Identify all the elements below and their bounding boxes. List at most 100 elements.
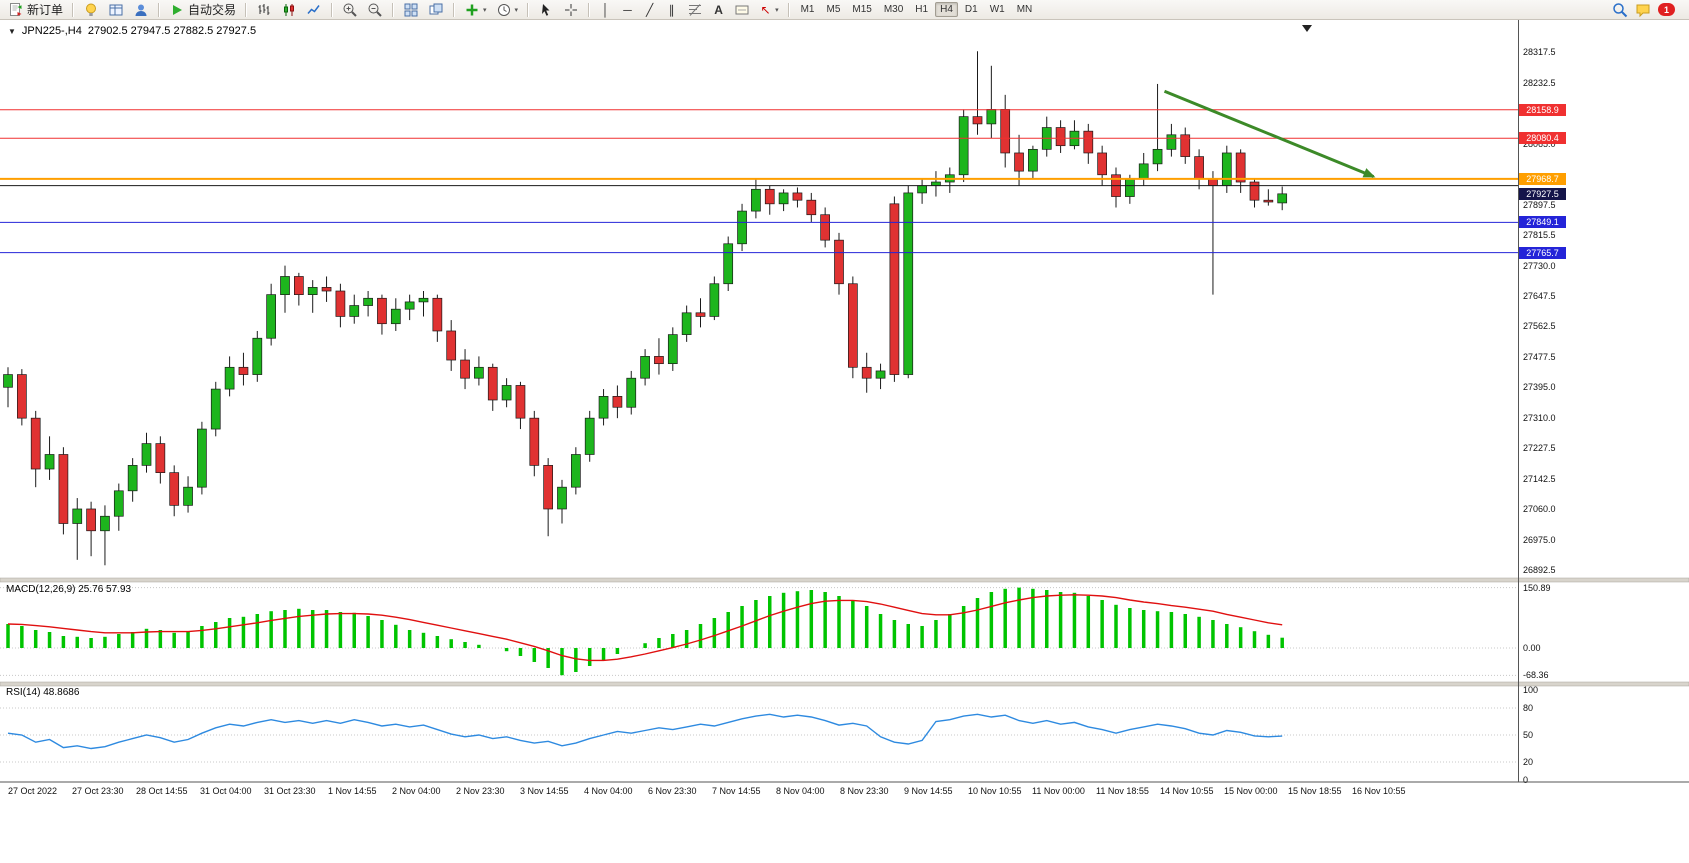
candle bbox=[584, 417, 595, 455]
channel-tool[interactable]: ∥ bbox=[661, 0, 682, 19]
candle bbox=[834, 239, 844, 285]
time-axis-label: 14 Nov 10:55 bbox=[1160, 786, 1214, 796]
cascade-windows-button[interactable] bbox=[424, 0, 448, 19]
candle bbox=[917, 185, 927, 194]
time-axis-label: 4 Nov 04:00 bbox=[584, 786, 633, 796]
candle bbox=[390, 308, 401, 325]
vertical-line-tool[interactable]: │ bbox=[595, 0, 616, 19]
price-axis-label: 28232.5 bbox=[1523, 78, 1556, 89]
time-axis-label: 31 Oct 04:00 bbox=[200, 786, 252, 796]
fibonacci-tool[interactable] bbox=[683, 0, 707, 19]
candle bbox=[1221, 152, 1232, 187]
price-axis-label: 26892.5 bbox=[1523, 564, 1556, 575]
notification-badge[interactable]: 1 bbox=[1658, 3, 1675, 16]
price-axis-label: 27477.5 bbox=[1523, 352, 1556, 363]
rsi-line bbox=[7, 713, 1283, 750]
candle bbox=[1152, 148, 1163, 165]
auto-trading-button[interactable]: 自动交易 bbox=[165, 0, 240, 19]
macd-histogram bbox=[6, 587, 1284, 676]
data-window-icon bbox=[109, 4, 123, 15]
crosshair-icon bbox=[565, 3, 578, 16]
candle bbox=[889, 203, 900, 375]
cursor-button[interactable] bbox=[534, 0, 558, 19]
timeframe-m5[interactable]: M5 bbox=[826, 4, 841, 15]
macd-indicator-name: MACD(12,26,9) bbox=[6, 584, 76, 595]
fibonacci-icon bbox=[689, 3, 702, 16]
timeframe-m15[interactable]: M15 bbox=[852, 4, 872, 15]
time-axis-label: 6 Nov 23:30 bbox=[648, 786, 697, 796]
pane-divider[interactable] bbox=[0, 681, 1689, 687]
symbol-dropdown-icon[interactable]: ▼ bbox=[8, 26, 16, 36]
trendline-tool[interactable]: ╱ bbox=[639, 0, 660, 19]
market-watch-button[interactable] bbox=[79, 0, 103, 19]
horizontal-line-tool[interactable]: ─ bbox=[617, 0, 638, 19]
text-icon: A bbox=[714, 2, 723, 17]
bar-chart-button[interactable] bbox=[252, 0, 276, 19]
search-icon[interactable] bbox=[1612, 2, 1628, 18]
candles bbox=[3, 51, 1288, 566]
time-axis-label: 1 Nov 14:55 bbox=[328, 786, 377, 796]
tile-windows-button[interactable] bbox=[399, 0, 423, 19]
toolbar-separator bbox=[787, 2, 790, 17]
candle bbox=[986, 109, 997, 125]
candle bbox=[847, 283, 858, 368]
price-axis-label: 26975.0 bbox=[1523, 534, 1556, 545]
new-order-button[interactable]: 新订单 bbox=[4, 0, 67, 19]
price-line-badge: 27765.7 bbox=[1519, 246, 1566, 259]
chart-canvas[interactable] bbox=[0, 20, 1689, 863]
candlestick-chart-button[interactable] bbox=[277, 0, 301, 19]
price-line-badge: 27968.7 bbox=[1519, 172, 1566, 185]
price-axis-label: 27897.5 bbox=[1523, 199, 1556, 210]
timeframe-m1[interactable]: M1 bbox=[800, 4, 815, 15]
candle bbox=[58, 454, 69, 524]
periods-button[interactable]: ▾ bbox=[492, 0, 523, 19]
toolbar-right-group: 1 bbox=[1612, 2, 1685, 18]
timeframe-m30[interactable]: M30 bbox=[883, 4, 904, 15]
candle bbox=[17, 374, 27, 419]
candle bbox=[169, 472, 180, 506]
candle bbox=[335, 290, 346, 317]
crosshair-button[interactable] bbox=[559, 0, 583, 19]
candle bbox=[1277, 193, 1288, 204]
macd-indicator-values: 25.76 57.93 bbox=[78, 584, 132, 595]
timeframe-h1[interactable]: H1 bbox=[915, 4, 929, 15]
zoom-in-button[interactable] bbox=[338, 0, 362, 19]
price-line-badge: 27849.1 bbox=[1519, 216, 1566, 229]
zoom-out-button[interactable] bbox=[363, 0, 387, 19]
new-order-icon bbox=[10, 2, 22, 16]
candle bbox=[1028, 148, 1038, 172]
candle bbox=[100, 515, 110, 532]
candle bbox=[764, 188, 775, 205]
candle bbox=[1014, 152, 1024, 172]
time-axis-label: 15 Nov 00:00 bbox=[1224, 786, 1278, 796]
data-window-button[interactable] bbox=[104, 0, 128, 19]
time-axis-label: 10 Nov 10:55 bbox=[968, 786, 1022, 796]
navigator-button[interactable] bbox=[129, 0, 153, 19]
chat-bubble-icon[interactable] bbox=[1635, 2, 1651, 18]
toolbar-separator bbox=[392, 2, 395, 17]
toolbar-separator bbox=[72, 2, 75, 17]
text-tool[interactable]: A bbox=[708, 0, 729, 19]
time-axis-label: 2 Nov 23:30 bbox=[456, 786, 505, 796]
timeframe-h4[interactable]: H4 bbox=[935, 2, 958, 17]
zoom-in-icon bbox=[343, 3, 357, 17]
indicators-button[interactable]: ▾ bbox=[460, 0, 491, 19]
vertical-line-icon: │ bbox=[601, 2, 610, 17]
timeframe-mn[interactable]: MN bbox=[1016, 4, 1033, 15]
chart-shift-marker[interactable] bbox=[1302, 25, 1312, 32]
trend-arrow-object[interactable] bbox=[1163, 89, 1376, 178]
text-label-tool[interactable] bbox=[730, 0, 754, 19]
macd-axis-label: -68.36 bbox=[1523, 670, 1549, 681]
time-axis-label: 31 Oct 23:30 bbox=[264, 786, 316, 796]
pane-divider[interactable] bbox=[0, 577, 1689, 583]
line-chart-button[interactable] bbox=[302, 0, 326, 19]
chevron-down-icon: ▾ bbox=[514, 6, 519, 14]
candle bbox=[820, 214, 831, 241]
timeframe-d1[interactable]: D1 bbox=[964, 4, 978, 15]
candle bbox=[501, 385, 512, 401]
arrows-tool[interactable]: ↖ ▾ bbox=[755, 0, 783, 19]
price-axis-label: 27647.5 bbox=[1523, 290, 1556, 301]
chart-window[interactable]: ▼ JPN225-,H4 27902.5 27947.5 27882.5 279… bbox=[0, 20, 1689, 863]
price-axis-label: 27815.5 bbox=[1523, 229, 1556, 240]
timeframe-w1[interactable]: W1 bbox=[989, 4, 1005, 15]
